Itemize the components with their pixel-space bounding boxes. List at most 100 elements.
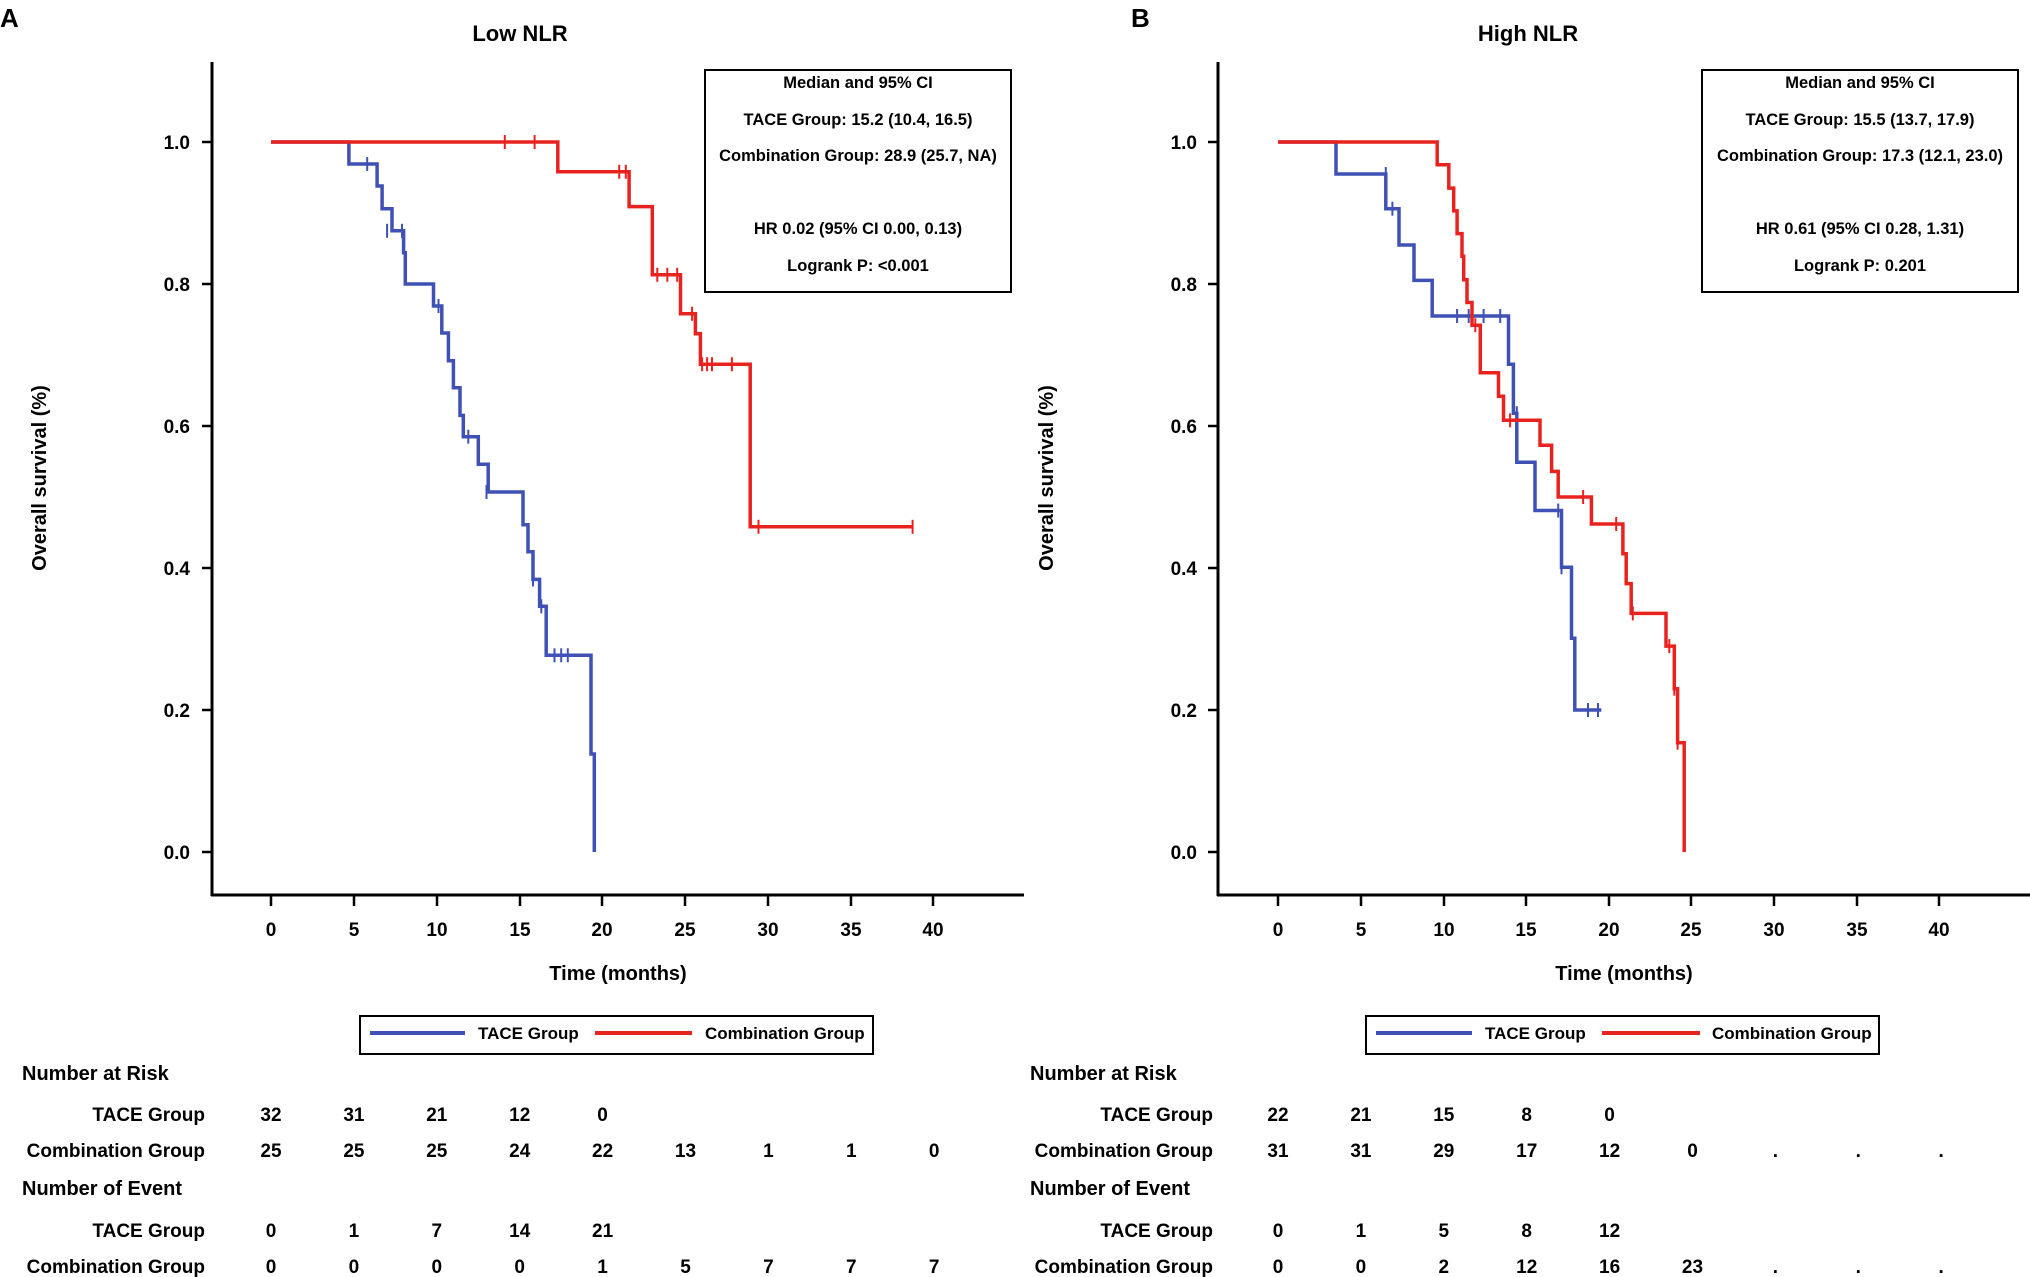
panel-a-legend: TACE Group Combination Group [359,1015,874,1055]
event-combination-value: 2 [1439,1257,1450,1277]
event-tace-value: 0 [266,1221,277,1242]
panel-b-title: High NLR [1478,21,1578,46]
event-tace-value: 1 [349,1221,360,1242]
y-tick-label: 0.2 [1171,701,1197,722]
x-tick-label: 10 [1433,920,1454,941]
x-tick-label: 5 [1356,920,1367,941]
event-row-label-tace: TACE Group [92,1221,205,1242]
y-tick-label: 0.0 [164,843,190,864]
risk-row-label-tace: TACE Group [1100,1105,1213,1126]
panel-a-risk-table: Number at Risk TACE Group Combination Gr… [22,1063,939,1277]
panel-a-title: Low NLR [472,21,567,46]
event-row-label-combination: Combination Group [27,1257,205,1277]
panel-b-legend: TACE Group Combination Group [1365,1015,1880,1055]
risk-tace-value: 31 [343,1105,365,1126]
y-tick-label: 0.6 [1171,417,1197,438]
legend-combination-label: Combination Group [705,1024,865,1043]
risk-tace-value: 21 [426,1105,448,1126]
panel-a-y-axis-title: Overall survival (%) [29,385,51,571]
event-combination-value: 16 [1599,1257,1620,1277]
x-tick-label: 0 [266,920,277,941]
legend-combination-label: Combination Group [1712,1024,1872,1043]
risk-combination-value: 0 [1687,1141,1698,1162]
event-combination-value: 0 [514,1257,525,1277]
y-tick-label: 0.0 [1171,843,1197,864]
event-tace-value: 21 [592,1221,614,1242]
panel-b-y-axis-title: Overall survival (%) [1036,385,1058,571]
info-box-logrank: Logrank P: 0.201 [1794,257,1926,275]
panel-b-risk-values: 22 21 15 8 031 31 29 17 12 0.. .0 1 5 8 120 0 2 12 16 23... [1267,1105,1943,1277]
event-tace-value: 1 [1356,1221,1367,1242]
event-tace-value: 8 [1521,1221,1532,1242]
event-row-label-tace: TACE Group [1100,1221,1213,1242]
panel-a-x-ticks: 0 5 10 15 20 25 30 35 40 [266,895,944,941]
event-combination-value: 0 [1273,1257,1284,1277]
combination-survival-curve [1278,140,1686,852]
event-tace-value: 14 [509,1221,531,1242]
risk-tace-value: 15 [1433,1105,1455,1126]
x-tick-label: 40 [922,920,943,941]
x-tick-label: 30 [1763,920,1784,941]
risk-combination-value: 25 [260,1141,282,1162]
event-combination-value: 12 [1516,1257,1537,1277]
event-combination-value: . [1939,1257,1944,1277]
info-box-logrank: Logrank P: <0.001 [787,257,929,275]
y-tick-label: 1.0 [164,133,190,154]
x-tick-label: 25 [1680,920,1702,941]
event-header: Number of Event [22,1178,182,1200]
event-combination-value: 1 [597,1257,608,1277]
event-combination-value: 0 [1356,1257,1367,1277]
info-box-hazard-ratio: HR 0.02 (95% CI 0.00, 0.13) [754,220,962,238]
risk-combination-value: 25 [426,1141,448,1162]
risk-combination-value: 12 [1599,1141,1620,1162]
risk-combination-value: 0 [929,1141,940,1162]
x-tick-label: 30 [757,920,778,941]
risk-combination-value: 1 [763,1141,774,1162]
risk-combination-value: 22 [592,1141,613,1162]
event-combination-value: 7 [929,1257,940,1277]
risk-combination-value: 31 [1267,1141,1289,1162]
x-tick-label: 20 [1598,920,1619,941]
risk-tace-value: 0 [1604,1105,1615,1126]
event-row-label-combination: Combination Group [1035,1257,1213,1277]
y-tick-label: 0.8 [164,275,190,296]
panel-a-letter: A [0,3,19,33]
event-header: Number of Event [1030,1178,1190,1200]
panel-b-x-axis-title: Time (months) [1555,963,1692,985]
x-tick-label: 5 [349,920,360,941]
risk-combination-value: 1 [846,1141,857,1162]
y-tick-label: 0.4 [1171,559,1198,580]
risk-tace-value: 8 [1521,1105,1532,1126]
info-box-combination-median: Combination Group: 28.9 (25.7, NA) [719,147,997,165]
panel-a: A Low NLR 0.0 0.2 0.4 0.6 0.8 1.0 [0,3,1024,1277]
risk-row-label-combination: Combination Group [27,1141,205,1162]
event-combination-value: 23 [1682,1257,1703,1277]
info-box-heading: Median and 95% CI [1785,74,1934,92]
event-combination-value: 0 [432,1257,443,1277]
legend-tace-label: TACE Group [1485,1024,1586,1043]
risk-tace-value: 22 [1267,1105,1288,1126]
panel-a-info-box: Median and 95% CI TACE Group: 15.2 (10.4… [704,69,1012,293]
info-box-combination-median: Combination Group: 17.3 (12.1, 23.0) [1717,147,2003,165]
y-tick-label: 0.8 [1171,275,1197,296]
risk-row-label-tace: TACE Group [92,1105,205,1126]
panel-b: B High NLR 0.0 0.2 0.4 0.6 0.8 1.0 [1030,3,2030,1277]
risk-tace-value: 12 [509,1105,530,1126]
panel-b-info-box: Median and 95% CI TACE Group: 15.5 (13.7… [1701,69,2019,293]
risk-combination-value: 24 [509,1141,531,1162]
x-tick-label: 35 [840,920,862,941]
panel-a-y-ticks: 0.0 0.2 0.4 0.6 0.8 1.0 [164,133,212,864]
risk-combination-value: . [1773,1141,1778,1162]
risk-combination-value: 31 [1350,1141,1372,1162]
event-combination-value: 0 [349,1257,360,1277]
panel-b-letter: B [1131,3,1150,33]
event-combination-value: . [1773,1257,1778,1277]
x-tick-label: 15 [1515,920,1537,941]
panel-b-y-ticks: 0.0 0.2 0.4 0.6 0.8 1.0 [1171,133,1218,864]
panel-a-plot-area [271,135,914,852]
risk-tace-value: 21 [1350,1105,1372,1126]
info-box-frame [1701,69,2019,293]
panel-a-x-axis-title: Time (months) [549,963,686,985]
info-box-frame [704,69,1012,293]
